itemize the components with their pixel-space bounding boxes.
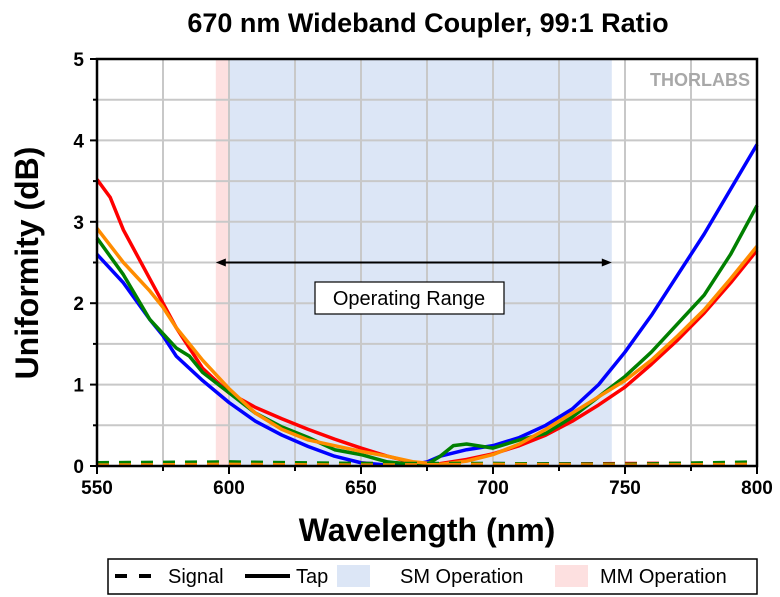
y-tick-label: 2 [73, 294, 84, 315]
legend-signal: Signal [168, 566, 224, 588]
legend-sm: SM Operation [400, 566, 523, 588]
y-tick-label: 0 [73, 457, 84, 478]
y-tick-label: 4 [73, 131, 84, 152]
x-tick-label: 600 [213, 478, 245, 499]
y-tick-label: 3 [73, 213, 84, 234]
legend-sm-swatch [337, 565, 370, 587]
x-tick-label: 800 [741, 478, 773, 499]
thorlabs-logo: THORLABS [650, 70, 750, 90]
arrow-head-right [601, 258, 612, 267]
legend-mm: MM Operation [600, 566, 727, 588]
operating-range-label: Operating Range [333, 288, 485, 310]
x-tick-label: 650 [345, 478, 377, 499]
arrow-head-left [215, 258, 226, 267]
legend: Signal Tap SM Operation MM Operation [107, 558, 758, 595]
legend-mm-swatch [555, 565, 588, 587]
y-axis-label: Uniformity (dB) [9, 147, 45, 380]
x-tick-label: 550 [81, 478, 113, 499]
x-tick-label: 750 [609, 478, 641, 499]
y-tick-label: 5 [73, 50, 84, 71]
y-tick-label: 1 [73, 376, 84, 397]
operating-range-annotation: Operating Range [314, 281, 505, 315]
chart-title: 670 nm Wideband Coupler, 99:1 Ratio [187, 8, 668, 38]
legend-tap: Tap [296, 566, 328, 588]
x-tick-label: 700 [477, 478, 509, 499]
x-axis-label: Wavelength (nm) [299, 512, 556, 548]
